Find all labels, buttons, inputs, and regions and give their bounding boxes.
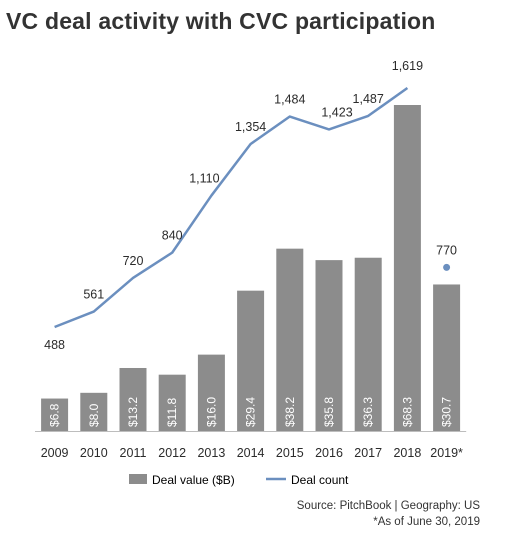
- bar-label-2018: $68.3: [400, 397, 414, 427]
- x-tick-2014: 2014: [237, 446, 265, 460]
- bar-label-2014: $29.4: [244, 397, 258, 427]
- legend-label-deal-count: Deal count: [291, 473, 349, 487]
- bar-2013: [197, 354, 225, 431]
- x-tick-2012: 2012: [158, 446, 186, 460]
- line-label-2019: 770: [436, 243, 457, 257]
- line-label-2014: 1,354: [235, 120, 266, 134]
- bar-labels: $6.8 $8.0 $13.2 $11.8 $16.0 $29.4 $38.2 $35.8 $3…: [48, 397, 454, 427]
- source-note: Source: PitchBook | Geography: US *As of…: [297, 498, 480, 530]
- bar-2012: [158, 374, 186, 431]
- x-tick-2009: 2009: [41, 446, 69, 460]
- source-line: Source: PitchBook | Geography: US: [296, 500, 480, 512]
- footnote-line: *As of June 30, 2019: [373, 516, 480, 528]
- bar-label-2013: $16.0: [204, 397, 218, 427]
- x-axis: 2009 2010 2011 2012 2013 2014 2015 2016 2017 2018…: [35, 431, 467, 460]
- x-tick-2011: 2011: [120, 446, 147, 460]
- bar-label-2015: $38.2: [283, 397, 297, 427]
- line-label-2015: 1,484: [274, 93, 305, 107]
- line-label-2016: 1,423: [321, 105, 352, 119]
- bar-2011: [119, 367, 147, 431]
- line-series: [54, 86, 451, 329]
- x-tick-2016: 2016: [315, 446, 343, 460]
- x-tick-2015: 2015: [276, 446, 304, 460]
- bar-label-2017: $36.3: [361, 397, 375, 427]
- bar-series: [41, 105, 461, 431]
- chart-title: VC deal activity with CVC participation: [6, 8, 436, 34]
- line-label-2012: 840: [162, 229, 183, 243]
- deal-count-point-2019: [443, 263, 451, 271]
- legend-label-deal-value: Deal value ($B): [152, 473, 235, 487]
- bar-2019: [433, 284, 461, 431]
- bar-2009: [41, 398, 69, 431]
- bar-label-2011: $13.2: [126, 397, 140, 427]
- deal-count-line: [54, 86, 409, 329]
- bar-label-2016: $35.8: [322, 397, 336, 427]
- bar-label-2012: $11.8: [165, 398, 179, 427]
- bar-2017: [354, 257, 382, 431]
- legend-swatch-deal-value: [129, 474, 147, 484]
- bar-2015: [276, 248, 304, 431]
- bar-label-2019: $30.7: [440, 397, 454, 427]
- x-tick-2013: 2013: [197, 446, 225, 460]
- x-tick-2018: 2018: [393, 446, 421, 460]
- bar-2014: [237, 290, 265, 431]
- x-tick-2017: 2017: [354, 446, 382, 460]
- bar-label-2009: $6.8: [48, 403, 62, 427]
- line-label-2013: 1,110: [189, 172, 219, 186]
- line-label-2018: 1,619: [392, 59, 423, 73]
- bar-2016: [315, 260, 343, 431]
- bar-2018: [393, 105, 421, 431]
- x-tick-2010: 2010: [80, 446, 108, 460]
- line-label-2010: 561: [83, 288, 104, 302]
- line-label-2009: 488: [44, 338, 65, 352]
- bar-2010: [80, 392, 108, 431]
- bar-label-2010: $8.0: [87, 403, 101, 427]
- line-label-2011: 720: [123, 254, 144, 268]
- legend: Deal value ($B) Deal count: [129, 473, 349, 487]
- x-tick-2019: 2019*: [430, 446, 463, 460]
- line-label-2017: 1,487: [353, 92, 384, 106]
